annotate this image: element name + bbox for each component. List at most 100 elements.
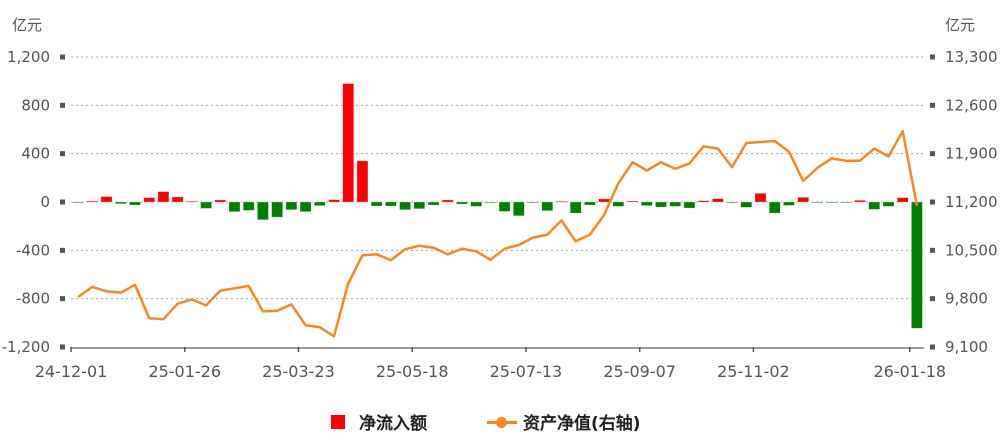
left-tick-mark	[60, 247, 65, 253]
bar-net-inflow	[456, 201, 468, 205]
left-tick-label: 1,200	[7, 48, 50, 66]
right-tick-mark	[930, 247, 935, 253]
bar-net-inflow	[413, 201, 426, 210]
left-axis: 1,200 800 400 0 -400 -800 -1,200	[2, 48, 65, 356]
right-tick-label: 9,800	[945, 290, 988, 308]
right-axis: 13,300 12,600 11,900 11,200 10,500 9,800 9,100	[930, 48, 998, 356]
bar-net-inflow	[257, 201, 269, 221]
bar-net-inflow	[484, 201, 497, 204]
left-tick-label: 800	[21, 96, 50, 114]
bar-net-inflow	[143, 197, 155, 203]
bar-net-inflow	[242, 201, 255, 211]
bar-net-inflow	[896, 197, 909, 203]
bar-net-inflow	[129, 201, 141, 206]
right-tick-label: 12,600	[945, 96, 998, 114]
bar-net-inflow	[712, 198, 724, 203]
bar-net-inflow	[768, 201, 781, 214]
bar-net-inflow	[356, 160, 369, 203]
bar-net-inflow	[840, 201, 852, 204]
bar-net-inflow	[228, 201, 241, 212]
bar-net-inflow	[911, 201, 923, 329]
bar-net-inflow	[72, 201, 84, 204]
bar-net-inflow	[783, 201, 795, 206]
net-asset-line-path	[77, 129, 919, 338]
bar-net-inflow	[370, 201, 383, 207]
right-tick-mark	[930, 102, 935, 108]
right-tick-label: 13,300	[945, 48, 998, 66]
bar-net-inflow	[655, 201, 667, 208]
x-tick-label: 25-09-07	[603, 362, 676, 381]
bar-net-inflow	[527, 201, 539, 204]
x-axis: 24-12-01 25-01-26 25-03-23 25-05-18 25-07-13…	[35, 347, 946, 381]
bar-net-inflow	[498, 201, 511, 212]
bar-net-inflow	[271, 201, 283, 218]
right-tick-mark	[930, 296, 935, 302]
bar-net-inflow	[726, 201, 738, 204]
bar-net-inflow	[683, 201, 696, 209]
bar-net-inflow	[299, 201, 312, 212]
bar-net-inflow	[541, 201, 554, 211]
bar-net-inflow	[584, 201, 596, 206]
bar-net-inflow	[314, 201, 326, 206]
right-tick-mark	[930, 54, 935, 60]
bar-net-inflow	[797, 197, 809, 203]
bar-net-inflow	[598, 198, 610, 203]
bar-net-inflow	[825, 201, 838, 204]
net-inflow-bars	[72, 83, 923, 329]
x-tick-label: 26-01-18	[873, 362, 946, 381]
right-tick-label: 10,500	[945, 241, 998, 259]
bar-net-inflow	[868, 201, 880, 210]
x-tick-label: 25-01-26	[148, 362, 221, 381]
legend-label: 净流入额	[359, 414, 427, 434]
bar-net-inflow	[100, 196, 113, 203]
left-tick-label: -800	[16, 290, 50, 308]
left-tick-mark	[60, 54, 65, 60]
bar-net-inflow	[513, 201, 525, 217]
bar-net-inflow	[555, 201, 568, 203]
left-axis-unit: 亿元	[12, 16, 42, 34]
bar-net-inflow	[342, 83, 354, 203]
legend: 净流入额 资产净值(右轴)	[0, 409, 1005, 435]
legend-item-net-inflow[interactable]: 净流入额	[331, 409, 427, 434]
bar-net-inflow	[214, 199, 227, 203]
bar-net-inflow	[285, 201, 298, 210]
bar-net-inflow	[669, 201, 681, 207]
right-tick-mark	[930, 199, 935, 205]
bar-net-inflow	[171, 196, 184, 203]
left-tick-mark	[60, 102, 65, 108]
bar-net-inflow	[882, 201, 895, 207]
net-asset-line	[77, 129, 919, 338]
left-tick-mark	[60, 344, 65, 350]
left-tick-label: -400	[16, 241, 50, 259]
left-tick-mark	[60, 151, 65, 157]
bar-net-inflow	[626, 200, 639, 203]
bar-net-inflow	[470, 201, 482, 207]
bar-net-inflow	[399, 201, 411, 210]
legend-item-net-asset[interactable]: 资产净值(右轴)	[487, 409, 641, 434]
right-tick-mark	[930, 344, 935, 350]
bar-net-inflow	[641, 201, 653, 206]
bar-net-inflow	[569, 201, 582, 214]
right-tick-label: 11,200	[945, 193, 998, 211]
bar-net-inflow	[86, 200, 99, 203]
x-tick-label: 25-05-18	[376, 362, 449, 381]
right-tick-mark	[930, 151, 935, 157]
right-tick-label: 9,100	[945, 338, 988, 356]
legend-line-swatch	[487, 415, 517, 429]
bar-net-inflow	[427, 201, 440, 206]
bar-net-inflow	[385, 201, 397, 207]
bar-net-inflow	[612, 201, 625, 207]
left-tick-label: -1,200	[2, 338, 50, 356]
bar-net-inflow	[754, 193, 767, 203]
bar-net-inflow	[328, 199, 340, 203]
left-tick-mark	[60, 296, 65, 302]
legend-bar-swatch	[331, 414, 345, 429]
bar-net-inflow	[186, 201, 198, 203]
left-tick-label: 400	[21, 145, 50, 163]
bar-net-inflow	[441, 199, 454, 203]
x-tick-label: 24-12-01	[35, 362, 108, 381]
right-axis-unit: 亿元	[945, 16, 975, 34]
bar-net-inflow	[157, 191, 170, 203]
legend-label: 资产净值(右轴)	[523, 414, 641, 434]
